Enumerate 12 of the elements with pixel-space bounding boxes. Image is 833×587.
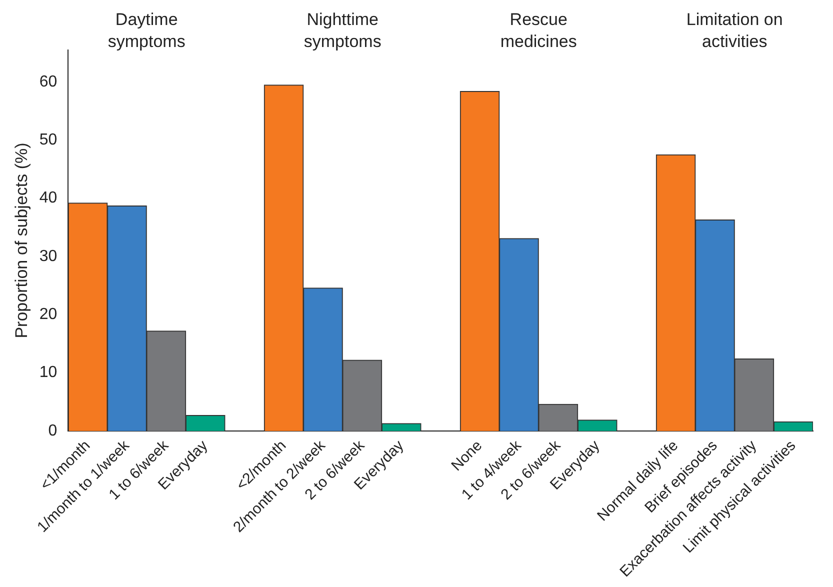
annotation: Rescue medicines xyxy=(500,10,577,52)
y-tick-label: 10 xyxy=(39,364,58,382)
y-tick-label: 50 xyxy=(39,132,58,149)
annotation: Nighttime symptoms xyxy=(304,10,382,52)
y-tick-label: 40 xyxy=(39,190,58,207)
annotation: Limitation on activities xyxy=(686,10,783,52)
y-tick-label: 20 xyxy=(39,306,58,324)
y-axis-title: Proportion of subjects (%) xyxy=(12,142,31,338)
y-tick-label: 30 xyxy=(39,248,58,265)
y-tick-label: 0 xyxy=(48,422,58,440)
y-tick-label: 60 xyxy=(39,73,58,90)
annotation: Daytime symptoms xyxy=(108,10,186,52)
